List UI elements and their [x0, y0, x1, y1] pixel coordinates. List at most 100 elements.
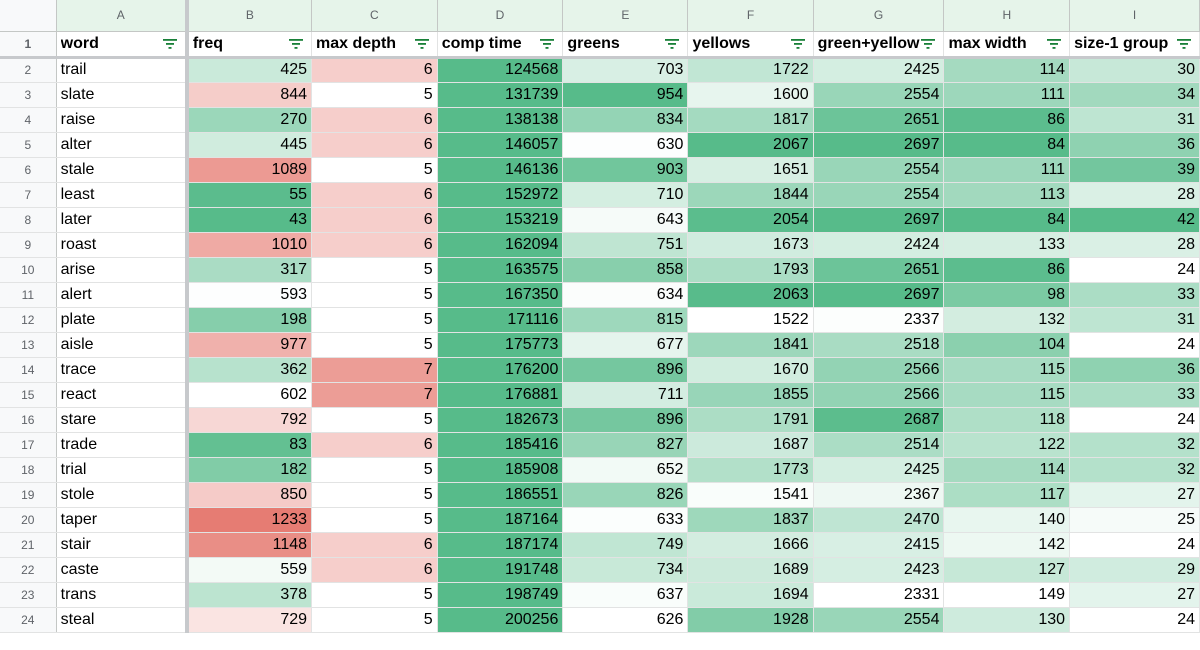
cell-word[interactable]: later: [56, 207, 189, 233]
cell-max-depth[interactable]: 6: [311, 132, 438, 158]
cell-greens[interactable]: 834: [562, 107, 689, 133]
filter-icon[interactable]: [921, 38, 936, 50]
cell-yellows[interactable]: 1687: [687, 432, 814, 458]
cell-size1[interactable]: 24: [1069, 607, 1200, 633]
cell-max-depth[interactable]: 6: [311, 207, 438, 233]
cell-size1[interactable]: 28: [1069, 232, 1200, 258]
cell-comp-time[interactable]: 187164: [437, 507, 564, 533]
cell-freq[interactable]: 850: [186, 482, 313, 508]
header-cell-h[interactable]: max width: [943, 31, 1071, 59]
cell-freq[interactable]: 593: [186, 282, 313, 308]
cell-max-depth[interactable]: 6: [311, 182, 438, 208]
cell-green-yellow[interactable]: 2367: [813, 482, 945, 508]
cell-freq[interactable]: 792: [186, 407, 313, 433]
cell-word[interactable]: steal: [56, 607, 189, 633]
cell-max-depth[interactable]: 5: [311, 482, 438, 508]
column-header-a[interactable]: A: [56, 0, 189, 32]
cell-comp-time[interactable]: 167350: [437, 282, 564, 308]
cell-yellows[interactable]: 1666: [687, 532, 814, 558]
cell-max-width[interactable]: 104: [943, 332, 1071, 358]
cell-max-width[interactable]: 127: [943, 557, 1071, 583]
filter-icon[interactable]: [414, 38, 429, 50]
cell-green-yellow[interactable]: 2697: [813, 207, 945, 233]
cell-max-width[interactable]: 86: [943, 257, 1071, 283]
cell-greens[interactable]: 633: [562, 507, 689, 533]
cell-freq[interactable]: 317: [186, 257, 313, 283]
cell-freq[interactable]: 602: [186, 382, 313, 408]
cell-word[interactable]: caste: [56, 557, 189, 583]
cell-yellows[interactable]: 1651: [687, 157, 814, 183]
cell-green-yellow[interactable]: 2423: [813, 557, 945, 583]
cell-greens[interactable]: 826: [562, 482, 689, 508]
cell-yellows[interactable]: 1600: [687, 82, 814, 108]
cell-greens[interactable]: 896: [562, 407, 689, 433]
cell-word[interactable]: arise: [56, 257, 189, 283]
cell-comp-time[interactable]: 153219: [437, 207, 564, 233]
cell-greens[interactable]: 954: [562, 82, 689, 108]
cell-comp-time[interactable]: 187174: [437, 532, 564, 558]
cell-greens[interactable]: 630: [562, 132, 689, 158]
cell-freq[interactable]: 83: [186, 432, 313, 458]
filter-icon[interactable]: [1047, 38, 1062, 50]
cell-freq[interactable]: 362: [186, 357, 313, 383]
cell-max-depth[interactable]: 6: [311, 232, 438, 258]
filter-icon[interactable]: [540, 38, 555, 50]
cell-green-yellow[interactable]: 2470: [813, 507, 945, 533]
cell-greens[interactable]: 710: [562, 182, 689, 208]
filter-icon[interactable]: [289, 38, 304, 50]
cell-max-depth[interactable]: 5: [311, 582, 438, 608]
cell-comp-time[interactable]: 185908: [437, 457, 564, 483]
cell-max-width[interactable]: 111: [943, 82, 1071, 108]
cell-word[interactable]: aisle: [56, 332, 189, 358]
row-header[interactable]: 4: [0, 107, 57, 133]
cell-size1[interactable]: 39: [1069, 157, 1200, 183]
cell-yellows[interactable]: 1855: [687, 382, 814, 408]
cell-comp-time[interactable]: 186551: [437, 482, 564, 508]
cell-greens[interactable]: 903: [562, 157, 689, 183]
cell-max-depth[interactable]: 6: [311, 57, 438, 83]
cell-max-width[interactable]: 98: [943, 282, 1071, 308]
cell-word[interactable]: alter: [56, 132, 189, 158]
cell-max-width[interactable]: 86: [943, 107, 1071, 133]
cell-max-width[interactable]: 118: [943, 407, 1071, 433]
cell-size1[interactable]: 36: [1069, 357, 1200, 383]
cell-green-yellow[interactable]: 2554: [813, 82, 945, 108]
cell-freq[interactable]: 445: [186, 132, 313, 158]
cell-comp-time[interactable]: 176881: [437, 382, 564, 408]
row-header[interactable]: 6: [0, 157, 57, 183]
row-header[interactable]: 9: [0, 232, 57, 258]
header-cell-f[interactable]: yellows: [687, 31, 814, 59]
cell-yellows[interactable]: 1694: [687, 582, 814, 608]
header-cell-i[interactable]: size-1 group: [1069, 31, 1200, 59]
cell-max-depth[interactable]: 6: [311, 107, 438, 133]
cell-max-depth[interactable]: 7: [311, 382, 438, 408]
cell-greens[interactable]: 652: [562, 457, 689, 483]
cell-comp-time[interactable]: 146057: [437, 132, 564, 158]
cell-freq[interactable]: 1233: [186, 507, 313, 533]
row-header[interactable]: 14: [0, 357, 57, 383]
cell-yellows[interactable]: 2067: [687, 132, 814, 158]
cell-comp-time[interactable]: 176200: [437, 357, 564, 383]
filter-icon[interactable]: [665, 38, 680, 50]
cell-yellows[interactable]: 1817: [687, 107, 814, 133]
cell-comp-time[interactable]: 191748: [437, 557, 564, 583]
column-header-b[interactable]: B: [186, 0, 313, 32]
cell-max-width[interactable]: 111: [943, 157, 1071, 183]
cell-comp-time[interactable]: 124568: [437, 57, 564, 83]
cell-yellows[interactable]: 1522: [687, 307, 814, 333]
cell-size1[interactable]: 29: [1069, 557, 1200, 583]
cell-freq[interactable]: 977: [186, 332, 313, 358]
cell-freq[interactable]: 1148: [186, 532, 313, 558]
cell-comp-time[interactable]: 182673: [437, 407, 564, 433]
cell-word[interactable]: stale: [56, 157, 189, 183]
row-header[interactable]: 7: [0, 182, 57, 208]
cell-green-yellow[interactable]: 2518: [813, 332, 945, 358]
cell-size1[interactable]: 32: [1069, 432, 1200, 458]
cell-yellows[interactable]: 2054: [687, 207, 814, 233]
cell-max-width[interactable]: 84: [943, 132, 1071, 158]
cell-yellows[interactable]: 1673: [687, 232, 814, 258]
cell-green-yellow[interactable]: 2331: [813, 582, 945, 608]
cell-green-yellow[interactable]: 2554: [813, 157, 945, 183]
cell-max-depth[interactable]: 5: [311, 282, 438, 308]
cell-freq[interactable]: 1089: [186, 157, 313, 183]
